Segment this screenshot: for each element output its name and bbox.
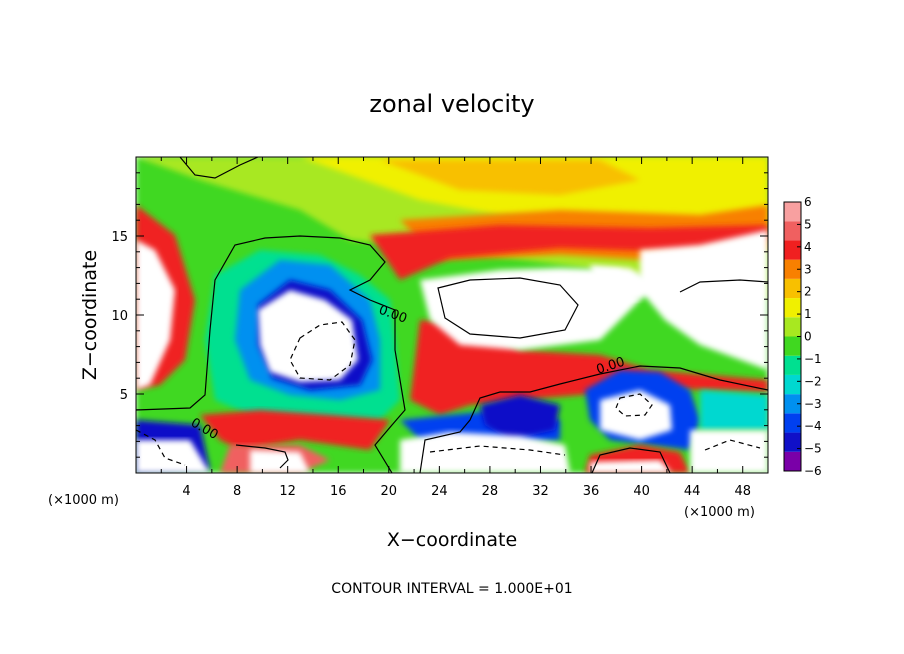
field-region — [480, 395, 560, 440]
x-tick-label: 12 — [279, 484, 296, 499]
colorbar-swatch — [784, 298, 801, 318]
field-region — [380, 160, 640, 195]
contour-solid — [437, 277, 579, 339]
contour-solid — [419, 365, 768, 473]
contour-interval-note: CONTOUR INTERVAL = 1.000E+01 — [331, 581, 572, 597]
chart-title: zonal velocity — [369, 90, 534, 118]
colorbar-swatch — [784, 202, 801, 222]
x-tick-label: 24 — [431, 484, 448, 499]
colorbar: 6 5 4 3 2 1 0 −1 −2 −3 −4 −5 −6 — [783, 195, 822, 478]
colorbar-swatch — [784, 374, 801, 395]
colorbar-tick-label: 2 — [804, 285, 812, 299]
colorbar-tick-label: 5 — [804, 217, 812, 231]
colorbar-swatch — [784, 413, 801, 433]
colorbar-tick-label: −2 — [804, 374, 822, 388]
no-data-region — [400, 432, 570, 473]
no-data-region — [136, 440, 210, 473]
colorbar-tick-label: −6 — [804, 464, 822, 478]
no-data-region — [250, 450, 310, 473]
colorbar-swatch — [784, 451, 801, 471]
x-tick-label: 4 — [182, 484, 190, 499]
contour-dashed — [289, 321, 356, 381]
contour-dashed — [704, 439, 761, 451]
contour-solid — [679, 279, 768, 293]
y-tick-label: 15 — [111, 230, 128, 245]
x-tick-label: 40 — [633, 484, 650, 499]
contour-solid — [136, 235, 406, 473]
colorbar-tick-label: 1 — [804, 307, 812, 321]
contour-solid — [591, 447, 671, 473]
y-tick-label: 10 — [111, 309, 128, 324]
colorbar-swatch — [784, 432, 801, 452]
colorbar-swatch — [784, 336, 801, 356]
contour-solid — [179, 157, 259, 179]
no-data-region — [258, 290, 358, 382]
no-data-region — [640, 230, 768, 370]
x-tick-label: 28 — [482, 484, 499, 499]
colorbar-tick-label: 6 — [804, 195, 812, 209]
x-tick-label: 44 — [684, 484, 701, 499]
contour-lines — [136, 157, 768, 473]
colorbar-tick-label: 4 — [804, 240, 812, 254]
colorbar-tick-label: −5 — [804, 442, 822, 456]
colorbar-swatch — [784, 221, 801, 241]
x-unit-label: (×1000 m) — [684, 505, 755, 520]
colorbar-swatch — [784, 355, 801, 375]
x-tick-label: 8 — [233, 484, 241, 499]
colorbar-tick-label: −4 — [804, 419, 822, 433]
colorbar-swatch — [784, 240, 801, 260]
x-tick-label: 16 — [330, 484, 347, 499]
y-tick-label: 5 — [120, 388, 128, 403]
no-data-region — [136, 240, 175, 390]
colorbar-tick-label: −3 — [804, 397, 822, 411]
x-tick-label: 48 — [734, 484, 751, 499]
no-data-region — [590, 460, 672, 473]
x-tick-label: 32 — [532, 484, 549, 499]
colorbar-swatch — [784, 317, 801, 337]
contour-solid — [235, 444, 289, 469]
x-tick-label: 20 — [381, 484, 398, 499]
contour-dashed — [136, 429, 186, 466]
field-region — [200, 410, 390, 450]
plot-area — [136, 157, 768, 473]
x-tick-label: 36 — [583, 484, 600, 499]
field-region — [370, 225, 768, 280]
y-axis-label: Z−coordinate — [79, 250, 101, 380]
colorbar-tick-label: −1 — [804, 352, 822, 366]
no-data-region — [590, 265, 660, 300]
colorbar-tick-label: 0 — [804, 330, 812, 344]
velocity-field — [136, 157, 768, 473]
contour-dashed — [429, 445, 566, 456]
colorbar-swatch — [784, 394, 801, 414]
no-data-region — [690, 430, 768, 473]
colorbar-swatch — [784, 278, 801, 299]
y-axis-ticks: 5 10 15 — [111, 172, 768, 458]
colorbar-tick-label: 3 — [804, 262, 812, 276]
colorbar-swatch — [784, 259, 801, 279]
x-axis-label: X−coordinate — [387, 529, 517, 551]
z-unit-label: (×1000 m) — [48, 493, 119, 508]
field-region — [700, 390, 768, 430]
x-axis-ticks: 4 8 12 16 20 24 28 32 36 40 44 48 — [160, 157, 751, 499]
contour-dashed — [615, 393, 653, 417]
no-data-region — [420, 268, 640, 350]
